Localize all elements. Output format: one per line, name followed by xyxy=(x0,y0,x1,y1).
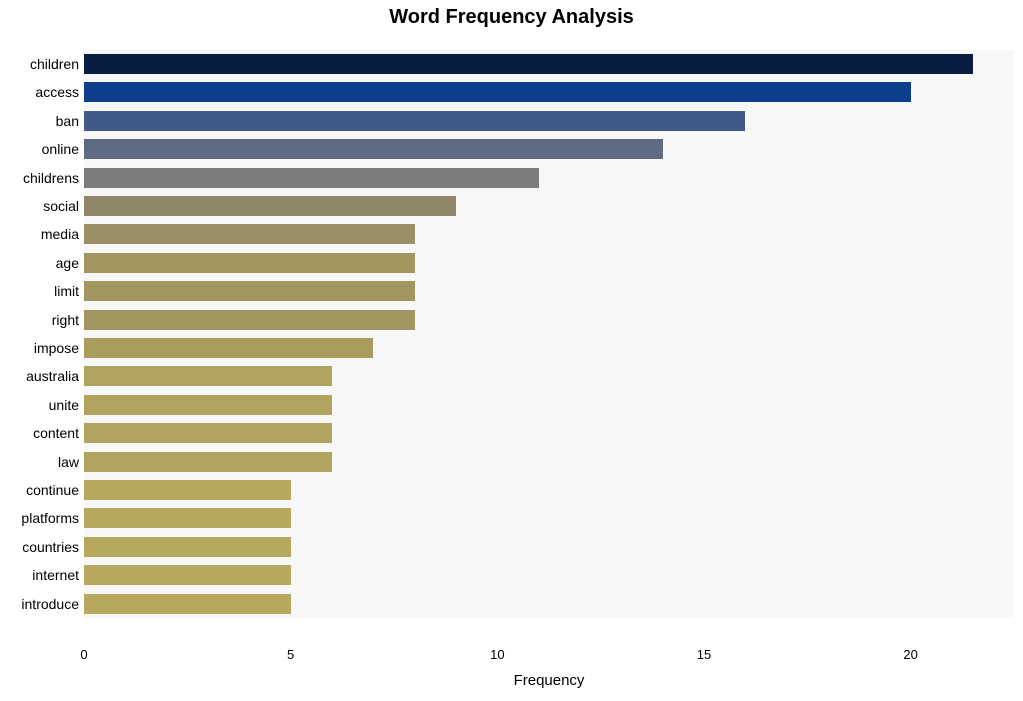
chart-container: Word Frequency Analysis Frequency childr… xyxy=(0,0,1023,701)
bar xyxy=(84,54,973,74)
y-axis-label: law xyxy=(58,454,79,470)
y-axis-label: media xyxy=(41,226,79,242)
y-axis-label: unite xyxy=(49,397,79,413)
bar xyxy=(84,594,291,614)
bar xyxy=(84,452,332,472)
bar xyxy=(84,395,332,415)
bar xyxy=(84,111,745,131)
bar xyxy=(84,310,415,330)
bar xyxy=(84,168,539,188)
y-axis-label: impose xyxy=(34,340,79,356)
y-axis-label: online xyxy=(42,141,79,157)
y-axis-label: right xyxy=(52,312,79,328)
y-axis-label: social xyxy=(43,198,79,214)
bar xyxy=(84,537,291,557)
x-axis-title: Frequency xyxy=(84,672,1014,689)
y-axis-label: age xyxy=(56,255,79,271)
y-axis-label: internet xyxy=(32,567,79,583)
x-axis-tick: 20 xyxy=(903,647,917,662)
bar xyxy=(84,338,373,358)
y-axis-label: australia xyxy=(26,368,79,384)
y-axis-label: content xyxy=(33,425,79,441)
bar xyxy=(84,82,911,102)
bar xyxy=(84,480,291,500)
x-axis-tick: 15 xyxy=(697,647,711,662)
y-axis-label: access xyxy=(35,84,79,100)
x-axis-tick: 10 xyxy=(490,647,504,662)
y-axis-label: childrens xyxy=(23,170,79,186)
bar xyxy=(84,253,415,273)
bar xyxy=(84,139,663,159)
bar xyxy=(84,423,332,443)
y-axis-label: countries xyxy=(22,539,79,555)
bar xyxy=(84,366,332,386)
plot-area xyxy=(84,38,1014,636)
y-axis-label: introduce xyxy=(21,596,79,612)
y-axis-label: ban xyxy=(56,113,79,129)
bar xyxy=(84,224,415,244)
bar xyxy=(84,565,291,585)
y-axis-label: children xyxy=(30,56,79,72)
bar xyxy=(84,281,415,301)
bar xyxy=(84,508,291,528)
y-axis-label: limit xyxy=(54,283,79,299)
x-axis-tick: 0 xyxy=(80,647,87,662)
y-axis-label: platforms xyxy=(21,510,79,526)
bar xyxy=(84,196,456,216)
y-axis-label: continue xyxy=(26,482,79,498)
x-axis-tick: 5 xyxy=(287,647,294,662)
chart-title: Word Frequency Analysis xyxy=(0,6,1023,29)
